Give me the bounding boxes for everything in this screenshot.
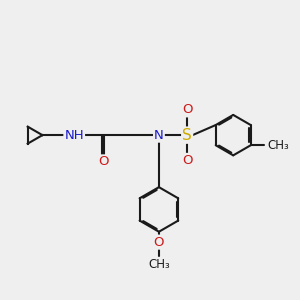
Text: S: S	[182, 128, 192, 142]
Text: CH₃: CH₃	[148, 259, 170, 272]
Text: O: O	[154, 236, 164, 249]
Text: CH₃: CH₃	[267, 139, 289, 152]
Text: NH: NH	[64, 129, 84, 142]
Text: O: O	[99, 155, 109, 168]
Text: N: N	[154, 129, 164, 142]
Text: O: O	[182, 154, 192, 167]
Text: O: O	[182, 103, 192, 116]
